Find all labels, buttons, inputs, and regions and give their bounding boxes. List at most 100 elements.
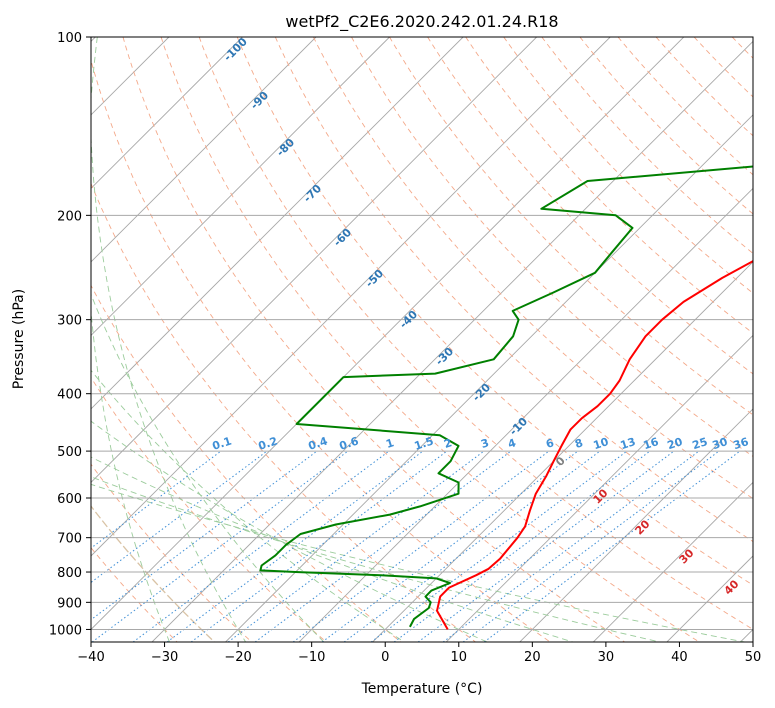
mixing-ratio-label: 0.4: [307, 434, 330, 452]
temperature-profile: [436, 259, 753, 630]
mixing-ratio-label: 0.2: [257, 434, 280, 452]
mixing-ratio-label: 6: [544, 436, 556, 451]
isotherm: [91, 37, 611, 557]
dry-adiabat-label: -90: [248, 89, 271, 112]
x-tick-label: −10: [298, 650, 325, 665]
mixing-ratio-line: [462, 450, 720, 642]
background-lines: [91, 37, 753, 642]
dry-adiabat-label: -70: [301, 182, 324, 205]
mixing-ratio-label: 25: [691, 435, 710, 452]
mixing-ratio-label: 13: [619, 435, 638, 452]
mixing-ratio-label: 0.6: [338, 434, 361, 452]
plot-frame: [90, 36, 754, 643]
moist-adiabat: [91, 456, 574, 642]
dry-adiabat-label: -50: [363, 267, 386, 290]
dry-adiabat-label: -60: [331, 226, 354, 249]
y-tick-label: 200: [57, 209, 82, 224]
dry-adiabat: [655, 37, 753, 137]
moist-adiabat: [91, 369, 405, 642]
mixing-ratio-line: [227, 450, 485, 642]
mixing-ratio-line: [254, 450, 512, 642]
isotherm: [151, 40, 753, 642]
isotherm: [91, 37, 685, 631]
y-tick-label: 600: [57, 492, 82, 507]
dry-adiabat-label: -40: [397, 308, 420, 331]
y-tick-label: 400: [57, 388, 82, 403]
moist-adiabat-label: 0: [553, 454, 568, 469]
isotherm: [445, 334, 753, 642]
mixing-ratio-line: [292, 450, 550, 642]
y-axis-label: Pressure (hPa): [11, 289, 27, 389]
dry-adiabat: [503, 37, 753, 294]
mixing-ratio-line: [417, 450, 675, 642]
y-tick-label: 700: [57, 532, 82, 547]
dry-adiabat: [91, 58, 551, 642]
mixing-ratio-label: 0.1: [211, 434, 234, 452]
dry-adiabat-label: -80: [274, 136, 297, 159]
y-tick-label: 1000: [49, 623, 82, 638]
y-tick-label: 100: [57, 31, 82, 46]
dry-adiabat: [160, 37, 700, 642]
y-tick-label: 500: [57, 445, 82, 460]
reference-curve: [91, 505, 215, 642]
mixing-ratio-line: [190, 450, 448, 642]
mixing-ratio-line: [91, 450, 222, 549]
dry-adiabat: [731, 37, 753, 59]
x-tick-label: −40: [77, 650, 104, 665]
dry-adiabat: [91, 182, 476, 642]
mixing-ratio-line: [166, 450, 424, 642]
line-labels: -100 -90 -80-70 -60 -50 -40 -30 -20 -10 0.1 0.2 0.4…: [211, 35, 751, 598]
moist-adiabat-label: 40: [722, 577, 742, 597]
x-tick-label: 0: [381, 650, 389, 665]
mixing-ratio-label: 4: [506, 436, 518, 451]
x-tick-label: 40: [671, 650, 688, 665]
mixing-ratio-line: [91, 450, 318, 621]
moist-adiabat: [91, 476, 660, 642]
mixing-ratio-label: 30: [711, 435, 730, 452]
dry-adiabat: [91, 463, 253, 642]
moist-adiabat-label: 30: [677, 546, 697, 566]
chart-title: wetPf2_C2E6.2020.242.01.24.R18: [285, 12, 558, 32]
mixing-ratio-label: 8: [573, 436, 584, 451]
dry-adiabat: [617, 37, 753, 176]
dry-adiabat: [122, 37, 625, 642]
isobar-gridlines: [91, 37, 753, 630]
y-tick-label: 300: [57, 314, 82, 329]
isotherm: [372, 261, 753, 642]
isotherm: [91, 37, 390, 337]
isotherm: [593, 481, 753, 642]
x-tick-label: −20: [224, 650, 251, 665]
mixing-ratio-line: [442, 450, 700, 642]
mixing-ratio-line: [343, 450, 601, 642]
moist-adiabat-label: 20: [633, 517, 653, 537]
dry-adiabat: [236, 37, 753, 586]
dry-adiabat: [693, 37, 753, 98]
x-tick-label: 50: [745, 650, 762, 665]
dry-adiabat-label: -20: [470, 381, 493, 404]
dry-adiabat: [312, 37, 753, 500]
moist-adiabat: [91, 37, 170, 642]
moist-adiabat-label: 10: [591, 486, 611, 506]
isotherm: [298, 187, 753, 642]
mixing-ratio-label: 10: [592, 435, 611, 452]
mixing-ratio-label: 1.5: [413, 434, 436, 452]
profiles: [259, 165, 753, 630]
isotherm: [740, 628, 753, 642]
x-tick-label: −30: [151, 650, 178, 665]
x-tick-label: 20: [524, 650, 541, 665]
moist-adiabat: [91, 37, 246, 642]
dewpoint-profile: [259, 165, 753, 628]
mixing-ratio-line: [393, 450, 651, 642]
x-axis-label: Temperature (°C): [361, 681, 483, 697]
isotherm: [91, 37, 537, 484]
mixing-ratio-line: [321, 450, 579, 642]
moist-adiabat: [91, 420, 488, 642]
dry-adiabat: [465, 37, 753, 334]
mixing-ratio-line: [483, 450, 741, 642]
mixing-ratio-line: [91, 450, 349, 642]
mixing-ratio-label: 16: [642, 435, 661, 452]
isotherm: [91, 37, 243, 190]
y-tick-label: 900: [57, 596, 82, 611]
mixing-ratio-label: 20: [666, 435, 685, 452]
mixing-ratio-line: [132, 450, 390, 642]
